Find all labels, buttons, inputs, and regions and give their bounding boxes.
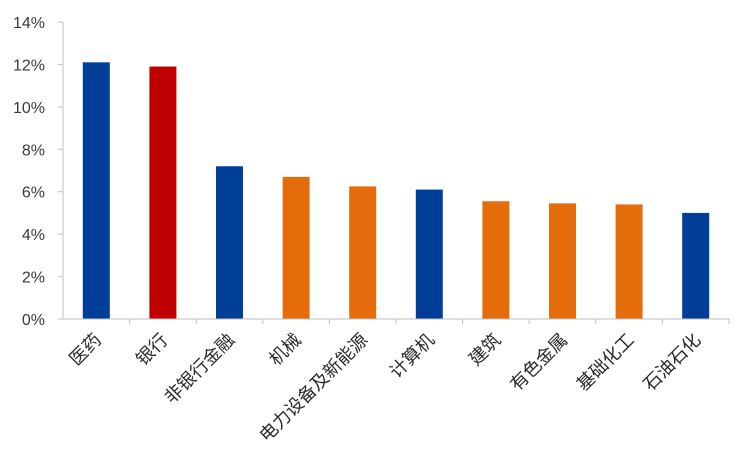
x-category-label: 石油石化 xyxy=(639,330,705,396)
y-tick-label: 10% xyxy=(13,100,45,117)
x-category-label: 有色金属 xyxy=(506,330,572,396)
y-tick-label: 14% xyxy=(13,15,45,32)
bar xyxy=(349,186,377,319)
x-category-label: 基础化工 xyxy=(573,330,639,396)
x-category-label: 非银行金融 xyxy=(161,330,239,408)
x-category-label: 银行 xyxy=(132,330,172,370)
bars xyxy=(82,62,710,320)
bar xyxy=(482,201,510,319)
x-category-label: 医药 xyxy=(66,330,106,370)
y-tick-label: 4% xyxy=(22,227,45,244)
y-axis: 0% 2% 4% 6% 8% 10% 12% 14% xyxy=(13,15,64,329)
bar xyxy=(216,166,243,319)
y-tick-label: 6% xyxy=(22,185,45,202)
y-tick-label: 0% xyxy=(22,312,45,329)
bar xyxy=(82,62,110,320)
x-category-label: 计算机 xyxy=(386,330,439,383)
bar xyxy=(282,176,310,319)
x-category-label: 建筑 xyxy=(465,330,505,370)
bar xyxy=(615,204,643,319)
bar xyxy=(415,189,443,319)
y-tick-label: 12% xyxy=(13,57,45,74)
y-tick-label: 2% xyxy=(22,270,45,287)
bar xyxy=(682,212,710,319)
bar xyxy=(149,66,177,319)
bar xyxy=(549,203,576,319)
y-tick-label: 8% xyxy=(22,142,45,159)
x-category-label: 机械 xyxy=(265,330,305,370)
